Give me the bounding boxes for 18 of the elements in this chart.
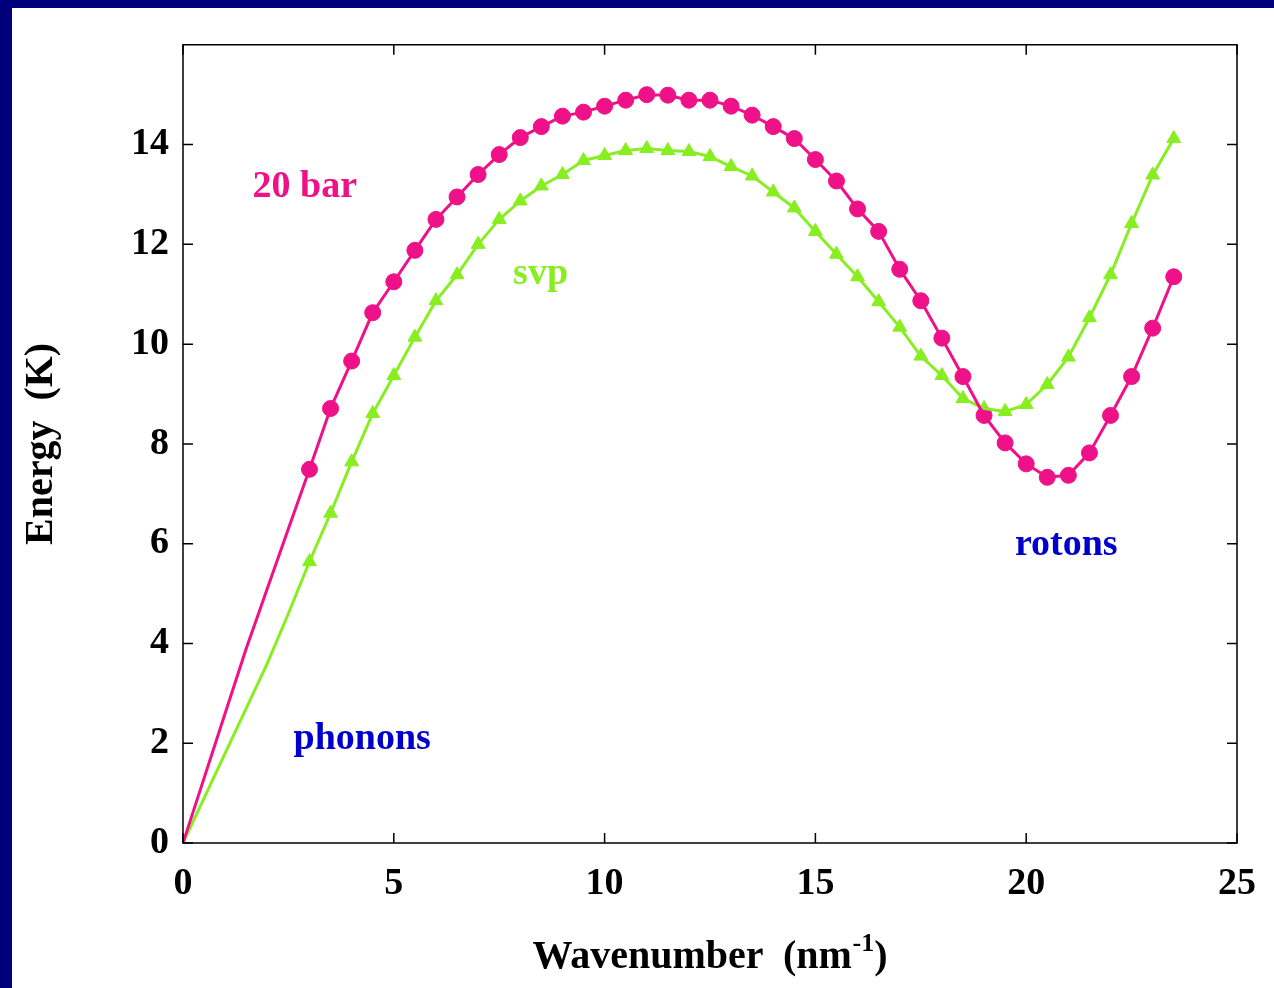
annotation: rotons [1014, 521, 1118, 564]
y-tick-label: 2 [150, 719, 169, 762]
y-tick-label: 0 [150, 818, 169, 861]
annotation: phonons [293, 715, 431, 758]
y-tick-label: 10 [131, 319, 169, 362]
x-tick-label: 25 [1218, 859, 1256, 902]
series-label: svp [513, 250, 569, 293]
y-tick-label: 6 [150, 519, 169, 562]
x-tick-label: 5 [384, 859, 404, 902]
x-tick-label: 20 [1007, 859, 1046, 902]
y-axis-title: Energy (K) [16, 342, 62, 545]
series-label: 20 bar [252, 162, 358, 205]
x-tick-label: 10 [585, 859, 624, 902]
x-tick-label: 15 [796, 859, 835, 902]
y-tick-label: 4 [150, 619, 169, 662]
y-tick-label: 8 [150, 419, 169, 462]
y-tick-label: 12 [131, 220, 169, 263]
y-tick-label: 14 [131, 120, 169, 163]
